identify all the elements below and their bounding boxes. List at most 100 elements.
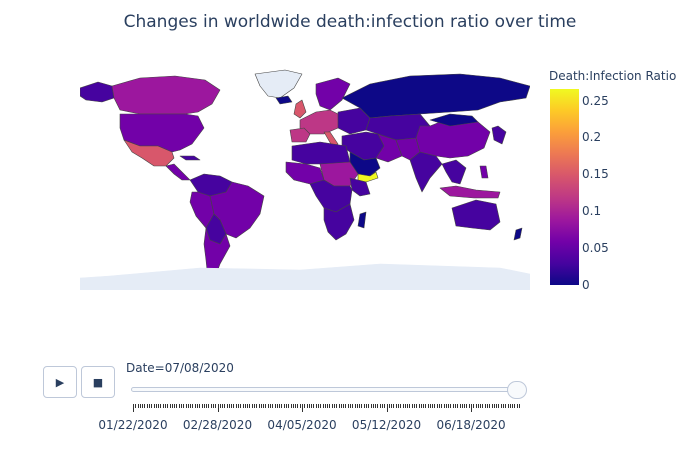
country-madagascar[interactable]	[357, 211, 367, 229]
play-button[interactable]: ▶	[43, 366, 77, 398]
region-korea-japan[interactable]	[491, 125, 507, 145]
country-indonesia[interactable]	[439, 185, 501, 199]
slider-tick	[137, 404, 139, 408]
slider-tick	[222, 404, 224, 408]
region-iberia[interactable]	[289, 127, 311, 143]
slider-tick	[432, 404, 434, 408]
slider-tick	[482, 404, 484, 408]
slider-step-label[interactable]: 01/22/2020	[98, 418, 168, 432]
slider-step-label[interactable]: 02/28/2020	[182, 418, 253, 432]
colorbar-tick-label: 0.25	[582, 94, 609, 108]
slider-tick	[151, 404, 153, 408]
colorbar	[550, 89, 579, 285]
slider-tick	[450, 404, 452, 408]
slider-tick	[258, 404, 260, 408]
region-central-america[interactable]	[165, 163, 191, 181]
slider-tick	[295, 404, 297, 408]
region-north-africa[interactable]	[291, 141, 351, 165]
slider-tick	[475, 404, 477, 408]
slider-tick	[238, 404, 240, 408]
slider-tick	[279, 404, 281, 408]
country-italy[interactable]	[323, 131, 339, 147]
region-west-africa[interactable]	[285, 161, 325, 185]
slider-tick	[288, 404, 290, 408]
slider-step-label[interactable]: 04/05/2020	[267, 418, 337, 432]
colorbar-tick-label: 0	[582, 278, 590, 292]
slider-tick	[274, 404, 276, 408]
region-central-africa[interactable]	[309, 179, 353, 213]
country-philippines[interactable]	[479, 165, 489, 179]
slider-tick	[381, 404, 383, 408]
slider-step-label[interactable]: 06/18/2020	[436, 418, 506, 432]
slider-tick	[174, 404, 176, 408]
slider-tick	[306, 404, 308, 408]
slider-tick	[302, 404, 304, 412]
slider-tick	[411, 404, 413, 408]
slider-tick	[473, 404, 475, 408]
slider-tick	[407, 404, 409, 408]
slider-tick	[448, 404, 450, 408]
country-cuba[interactable]	[179, 155, 201, 161]
slider-tick	[233, 404, 235, 408]
region-southern-africa[interactable]	[323, 203, 355, 241]
slider-tick	[365, 404, 367, 408]
country-uk[interactable]	[293, 99, 307, 119]
slider-tick	[244, 404, 246, 408]
slider-tick	[375, 404, 377, 408]
slider-tick	[349, 404, 351, 408]
slider-tick	[491, 404, 493, 408]
slider-tick	[425, 404, 427, 408]
country-india[interactable]	[409, 151, 443, 193]
slider-tick	[148, 404, 150, 408]
slider-step-label[interactable]: 05/12/2020	[351, 418, 422, 432]
slider-tick	[400, 404, 402, 408]
slider-tick	[167, 404, 169, 408]
country-usa-alaska[interactable]	[79, 81, 115, 103]
choropleth-map[interactable]	[79, 68, 531, 291]
slider-tick	[231, 404, 233, 408]
slider-tick	[516, 404, 518, 408]
slider-tick	[304, 404, 306, 408]
slider-tick	[418, 404, 420, 408]
colorbar-tick-label: 0.2	[582, 130, 602, 144]
slider-tick	[283, 404, 285, 408]
country-greenland[interactable]	[254, 69, 303, 99]
country-new-zealand[interactable]	[513, 227, 523, 241]
country-mongolia[interactable]	[429, 113, 479, 127]
slider-tick	[194, 404, 196, 408]
slider-current-value: Date=07/08/2020	[126, 361, 234, 375]
slider-tick	[311, 404, 313, 408]
slider-tick	[459, 404, 461, 408]
country-mexico[interactable]	[123, 139, 175, 167]
stop-icon: ■	[92, 375, 104, 389]
slider-tick	[308, 404, 310, 408]
country-iceland[interactable]	[275, 95, 293, 105]
stop-button[interactable]: ■	[81, 366, 115, 398]
country-russia[interactable]	[341, 73, 531, 119]
slider-tick	[247, 404, 249, 408]
region-argentina-chile[interactable]	[203, 227, 231, 281]
slider-tick	[322, 404, 324, 408]
slider-tick	[286, 404, 288, 408]
slider-tick	[290, 404, 292, 408]
slider-tick	[445, 404, 447, 408]
slider-tick	[393, 404, 395, 408]
slider-tick	[281, 404, 283, 408]
country-australia[interactable]	[451, 199, 501, 231]
slider-tick	[489, 404, 491, 408]
slider-tick	[224, 404, 226, 408]
region-southeast-asia[interactable]	[441, 159, 467, 185]
slider-tick	[226, 404, 228, 408]
slider-grip[interactable]	[506, 381, 527, 399]
slider-tick	[251, 404, 253, 408]
slider-tick	[199, 404, 201, 408]
slider-rail[interactable]	[131, 387, 521, 392]
slider-tick	[452, 404, 454, 408]
region-horn-of-africa[interactable]	[349, 177, 371, 197]
country-canada[interactable]	[111, 75, 221, 115]
slider-tick	[171, 404, 173, 408]
slider-tick	[384, 404, 386, 408]
region-scandinavia[interactable]	[315, 77, 351, 111]
slider-tick	[386, 404, 388, 412]
slider-tick	[338, 404, 340, 408]
